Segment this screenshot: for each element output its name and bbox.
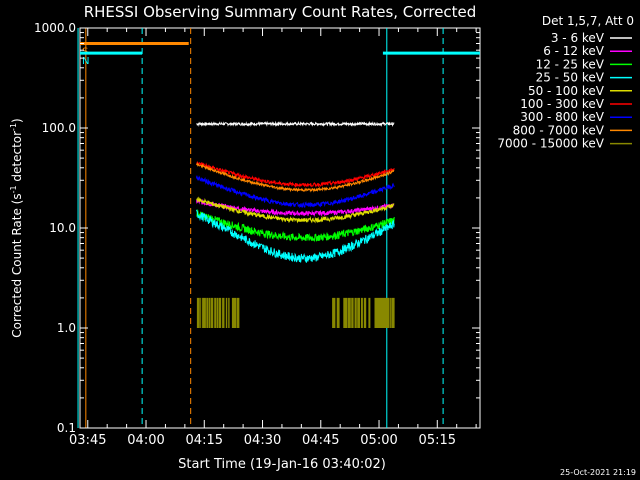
- series-line: [196, 120, 395, 128]
- legend-title: Det 1,5,7, Att 0: [542, 14, 634, 28]
- y-tick-label: 1.0: [57, 321, 76, 335]
- series-line: [196, 175, 395, 209]
- y-axis-label: Corrected Count Rate (s-1 detector-1): [9, 118, 24, 337]
- x-tick-label: 03:45: [69, 433, 106, 448]
- legend-item-label: 7000 - 15000 keV: [497, 137, 604, 151]
- y-tick-label: 10.0: [49, 221, 76, 235]
- footer-timestamp: 25-Oct-2021 21:19: [560, 468, 636, 477]
- legend-item-label: 50 - 100 keV: [528, 84, 605, 98]
- series-line: [196, 162, 395, 193]
- x-tick-label: 04:30: [244, 433, 281, 448]
- x-tick-label: 04:45: [302, 433, 339, 448]
- legend-item-label: 12 - 25 keV: [536, 57, 605, 71]
- flag-label: N: [82, 56, 89, 67]
- legend-item-label: 6 - 12 keV: [543, 44, 605, 58]
- series-line: [196, 209, 395, 263]
- chart-title: RHESSI Observing Summary Count Rates, Co…: [84, 3, 477, 21]
- x-tick-label: 05:15: [419, 433, 456, 448]
- flag-bars: SN: [80, 41, 480, 67]
- x-tick-label: 04:15: [186, 433, 223, 448]
- legend-item-label: 100 - 300 keV: [520, 97, 604, 111]
- legend-item-label: 800 - 7000 keV: [513, 123, 605, 137]
- legend-item-label: 300 - 800 keV: [520, 110, 604, 124]
- legend-item-label: 25 - 50 keV: [536, 71, 605, 85]
- legend-item-label: 3 - 6 keV: [551, 31, 605, 45]
- y-tick-label: 0.1: [57, 421, 76, 435]
- series-line: [196, 297, 395, 328]
- y-tick-label: 100.0: [42, 121, 76, 135]
- series-line: [196, 196, 395, 224]
- plot-area: SN 03:45 04:00 04:15 04:30 04:45 05:00 05:15 0…: [34, 21, 481, 448]
- x-axis-label: Start Time (19-Jan-16 03:40:02): [178, 457, 386, 472]
- x-tick-label: 05:00: [360, 433, 397, 448]
- series-line: [196, 208, 395, 243]
- x-tick-label: 04:00: [127, 433, 164, 448]
- series-lines: [196, 120, 395, 328]
- y-axis-ticks: 0.1 1.0 10.0 100.0 1000.0: [34, 21, 480, 435]
- series-line: [196, 161, 395, 188]
- marker-lines: [77, 28, 444, 428]
- x-axis-ticks: 03:45 04:00 04:15 04:30 04:45 05:00 05:15: [69, 28, 477, 448]
- y-tick-label: 1000.0: [34, 21, 76, 35]
